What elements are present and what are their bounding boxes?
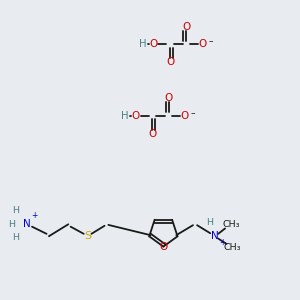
Text: H: H <box>8 220 15 229</box>
Text: –: – <box>209 38 213 46</box>
Text: N: N <box>211 231 218 241</box>
Text: O: O <box>182 22 190 32</box>
Text: O: O <box>164 93 173 103</box>
Text: CH₃: CH₃ <box>224 243 241 252</box>
Text: H: H <box>12 233 19 242</box>
Text: O: O <box>148 129 156 139</box>
Text: H: H <box>206 218 213 227</box>
Text: N: N <box>23 219 31 229</box>
Text: +: + <box>219 238 225 247</box>
Text: +: + <box>31 212 37 220</box>
Text: H: H <box>121 111 128 121</box>
Text: O: O <box>150 40 158 50</box>
Text: O: O <box>166 58 174 68</box>
Text: O: O <box>199 40 207 50</box>
Text: –: – <box>191 109 196 118</box>
Text: S: S <box>84 231 91 241</box>
Text: O: O <box>132 111 140 121</box>
Text: O: O <box>159 242 167 252</box>
Text: H: H <box>12 206 19 214</box>
Text: O: O <box>181 111 189 121</box>
Text: CH₃: CH₃ <box>222 220 240 230</box>
Text: H: H <box>139 40 146 50</box>
